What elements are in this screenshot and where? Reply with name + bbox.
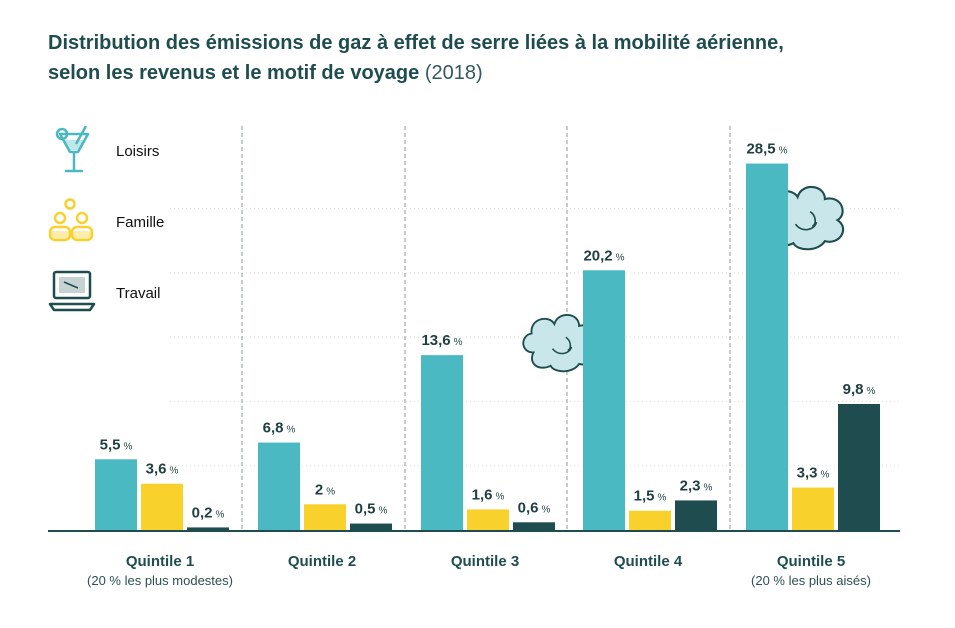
category-label-quintile-2: Quintile 2 [287,553,357,570]
bar-loisirs-q4 [583,270,625,530]
family-people-icon [48,198,94,242]
legend-item-famille: Famille [48,197,164,247]
bar-famille-q4 [629,510,671,530]
bar-travail-q3 [513,522,555,530]
category-note-quintile-5: (20 % les plus aisés) [751,573,871,588]
data-label: 2% [315,481,335,498]
chart-title: Distribution des émissions de gaz à effe… [48,28,928,88]
data-label: 5,5% [100,436,133,453]
data-label: 3,6% [146,461,179,478]
data-label: 1,6% [472,486,505,503]
category-label-quintile-5: Quintile 5 [776,553,846,570]
bar-loisirs-q1 [95,459,137,530]
category-note-quintile-1: (20 % les plus modestes) [87,573,233,588]
bar-travail-q1 [187,527,229,530]
bar-famille-q5 [792,487,834,530]
data-label: 6,8% [263,420,296,437]
category-label-quintile-4: Quintile 4 [613,553,683,570]
legend-item-loisirs: Loisirs [48,126,159,176]
data-label: 0,6% [518,499,551,516]
data-label: 0,5% [355,501,388,518]
legend-item-travail: Travail [48,268,160,318]
cocktail-glass-icon [55,126,90,173]
title-line-1: Distribution des émissions de gaz à effe… [48,32,784,54]
data-label: 0,2% [192,504,225,521]
category-label-quintile-1: Quintile 1 [125,553,195,570]
legend-label-loisirs: Loisirs [116,142,160,160]
bar-loisirs-q2 [258,442,300,530]
data-label: 13,6% [421,332,462,349]
legend-label-travail: Travail [116,284,161,302]
data-label: 1,5% [634,488,667,505]
bar-travail-q2 [350,523,392,530]
category-label-quintile-3: Quintile 3 [450,553,520,570]
data-label: 3,3% [797,465,830,482]
title-year: (2018) [424,62,483,84]
bar-loisirs-q5 [746,163,788,530]
bar-travail-q5 [838,403,880,530]
data-label: 28,5% [746,141,787,158]
laptop-icon [48,270,96,312]
data-label: 20,2% [583,247,624,264]
bar-famille-q2 [304,504,346,530]
data-label: 2,3% [680,477,713,494]
legend-label-famille: Famille [116,213,165,231]
bar-travail-q4 [675,500,717,530]
bar-famille-q3 [467,509,509,530]
data-label: 9,8% [843,381,876,398]
bar-loisirs-q3 [421,355,463,530]
bar-famille-q1 [141,483,183,530]
title-line-2: selon les revenus et le motif de voyage [48,62,420,84]
